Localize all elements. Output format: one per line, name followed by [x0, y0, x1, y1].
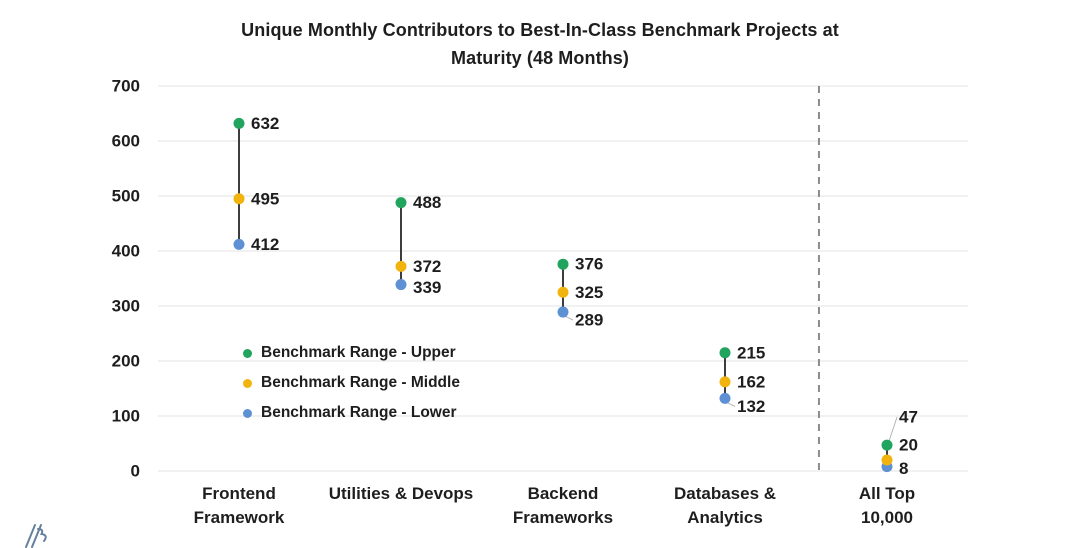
- value-label: 412: [251, 235, 279, 254]
- value-label: 132: [737, 397, 765, 416]
- value-label: 632: [251, 114, 279, 133]
- legend-label-upper: Benchmark Range - Upper: [261, 344, 456, 361]
- legend-label-middle: Benchmark Range - Middle: [261, 374, 460, 391]
- legend-label-lower: Benchmark Range - Lower: [261, 404, 457, 421]
- y-tick-label: 0: [131, 462, 140, 481]
- chart-legend: Benchmark Range - Upper Benchmark Range …: [243, 338, 460, 428]
- value-label: 289: [575, 311, 603, 330]
- y-tick-label: 700: [112, 77, 140, 96]
- legend-item-middle: Benchmark Range - Middle: [243, 368, 460, 398]
- y-tick-label: 300: [112, 297, 140, 316]
- data-point: [557, 286, 569, 298]
- data-point: [881, 439, 893, 451]
- value-label: 376: [575, 255, 603, 274]
- value-label: 339: [413, 278, 441, 297]
- value-label: 488: [413, 193, 441, 212]
- data-point: [233, 193, 245, 205]
- data-point: [719, 347, 731, 359]
- x-category-label: Framework: [194, 508, 285, 527]
- label-leader-line: [564, 315, 574, 321]
- value-label: 162: [737, 372, 765, 391]
- value-label: 8: [899, 459, 908, 478]
- data-point: [395, 197, 407, 209]
- data-point: [719, 376, 731, 388]
- x-category-label: Backend: [528, 484, 599, 503]
- y-tick-label: 200: [112, 352, 140, 371]
- legend-marker-lower-icon: [243, 408, 252, 418]
- x-category-label: Frameworks: [513, 508, 613, 527]
- data-point: [233, 238, 245, 250]
- value-label: 20: [899, 436, 918, 455]
- value-label: 215: [737, 343, 765, 362]
- data-point: [881, 454, 893, 466]
- y-tick-label: 400: [112, 242, 140, 261]
- x-category-label: Analytics: [687, 508, 763, 527]
- x-category-label: Databases &: [674, 484, 776, 503]
- brand-slashes-logo-icon: [22, 522, 52, 548]
- legend-item-upper: Benchmark Range - Upper: [243, 338, 460, 368]
- data-point: [557, 306, 569, 318]
- y-tick-label: 600: [112, 132, 140, 151]
- value-label: 372: [413, 257, 441, 276]
- value-label: 495: [251, 189, 279, 208]
- data-point: [395, 279, 407, 291]
- chart-title: Unique Monthly Contributors to Best-In-C…: [0, 16, 1080, 72]
- legend-item-lower: Benchmark Range - Lower: [243, 398, 460, 428]
- chart-title-line-2: Maturity (48 Months): [450, 48, 629, 68]
- y-tick-label: 100: [112, 407, 140, 426]
- data-point: [233, 117, 245, 129]
- label-leader-line: [888, 416, 898, 442]
- data-point: [395, 260, 407, 272]
- value-label: 325: [575, 283, 603, 302]
- legend-marker-upper-icon: [243, 348, 252, 358]
- data-point: [557, 258, 569, 270]
- x-category-label: All Top: [859, 484, 915, 503]
- x-category-label: Utilities & Devops: [329, 484, 474, 503]
- value-label: 47: [899, 408, 918, 427]
- data-point: [719, 392, 731, 404]
- y-tick-label: 500: [112, 187, 140, 206]
- x-category-label: Frontend: [202, 484, 276, 503]
- legend-marker-middle-icon: [243, 378, 252, 388]
- chart-title-line-1: Unique Monthly Contributors to Best-In-C…: [241, 20, 839, 40]
- x-category-label: 10,000: [861, 508, 913, 527]
- label-leader-line: [726, 401, 736, 407]
